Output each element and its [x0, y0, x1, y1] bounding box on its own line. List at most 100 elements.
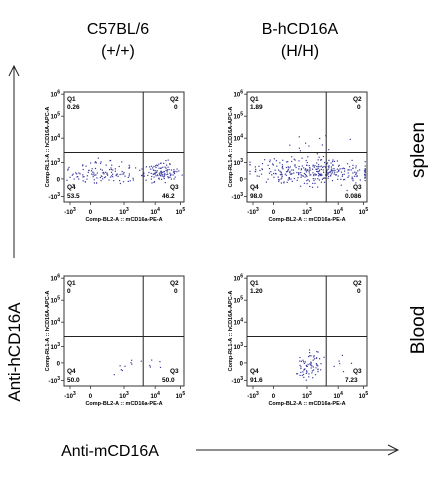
event-dot-13: [140, 360, 142, 362]
y-tick-label: 0: [57, 177, 61, 183]
event-dot-188: [323, 177, 325, 179]
event-dot-10: [151, 359, 153, 361]
event-dot-88: [298, 172, 300, 175]
event-dot-17: [90, 170, 93, 172]
event-dot-165: [147, 174, 149, 176]
event-dot-226: [139, 169, 141, 171]
y-tick-label: 106: [51, 274, 61, 283]
y-tick-label: 0: [240, 361, 244, 367]
tick-exponent: 3: [256, 391, 259, 397]
event-dot-6: [320, 369, 322, 371]
event-dot-92: [112, 176, 114, 178]
y-tick-label: 106: [234, 90, 244, 99]
y-tick-label: 104: [234, 318, 244, 327]
event-dot-312: [306, 180, 308, 182]
event-dot-267: [292, 169, 295, 171]
event-dot-73: [129, 166, 131, 168]
quadrant-value-q4: 53.5: [67, 193, 80, 200]
event-dot-334: [299, 150, 301, 152]
event-dot-98: [106, 172, 108, 174]
event-dot-226: [303, 172, 305, 175]
tick-exponent: 3: [57, 342, 60, 348]
quadrant-value-q3: 0.086: [345, 193, 362, 200]
x-tick-label: 104: [333, 391, 343, 400]
event-dot-123: [288, 167, 290, 169]
x-tick-label: 103: [119, 391, 129, 400]
column-header-2-line2: (H/H): [281, 43, 319, 60]
event-dot-29: [363, 170, 366, 172]
event-dot-27: [301, 165, 303, 167]
event-dot-79: [281, 174, 283, 176]
event-dot-118: [94, 167, 97, 170]
event-dot-47: [84, 181, 86, 183]
event-dot-146: [330, 170, 332, 172]
event-dot-266: [351, 176, 353, 178]
event-dot-48: [318, 173, 320, 175]
event-dot-250: [340, 171, 343, 173]
event-dot-199: [308, 180, 310, 182]
event-dot-329: [315, 174, 317, 176]
x-tick-label: 105: [176, 391, 186, 400]
event-dot-20: [317, 171, 319, 173]
event-dot-57: [316, 357, 318, 359]
event-dot-90: [102, 178, 104, 180]
event-dot-2: [313, 358, 315, 360]
y-tick-label: 106: [51, 90, 61, 99]
event-dot-5: [310, 362, 312, 364]
x-axis-arrowhead: [387, 444, 400, 456]
event-dot-282: [259, 169, 261, 172]
event-dot-274: [319, 166, 321, 168]
event-dot-42: [128, 173, 130, 175]
tick-exponent: 3: [240, 158, 243, 164]
event-dot-300: [297, 177, 299, 179]
event-dot-15: [117, 175, 119, 177]
event-dot-9: [112, 169, 114, 171]
event-dot-26: [303, 361, 305, 363]
event-dot-203: [158, 177, 160, 179]
event-dot-95: [99, 162, 102, 164]
event-dot-322: [364, 169, 366, 171]
event-dot-44: [310, 174, 312, 176]
event-dot-193: [317, 178, 319, 180]
event-dot-223: [320, 168, 322, 170]
event-dot-1: [296, 179, 298, 181]
event-dot-0: [317, 186, 319, 188]
y-tick-label: 0: [240, 177, 244, 183]
event-dot-61: [314, 182, 316, 184]
event-dot-311: [336, 160, 338, 162]
event-dot-11: [159, 366, 162, 368]
event-dot-167: [287, 161, 289, 163]
event-dot-66: [317, 371, 319, 373]
event-dot-100: [110, 168, 112, 171]
x-tick-label: -103: [64, 207, 76, 216]
event-dot-24: [311, 370, 313, 372]
event-dot-182: [354, 171, 356, 173]
event-dot-42: [315, 357, 317, 359]
event-dot-153: [258, 165, 260, 167]
x-tick-label: 105: [359, 391, 369, 400]
event-dot-180: [165, 169, 167, 172]
x-axis-title: Anti-mCD16A: [61, 443, 159, 460]
event-dot-58: [359, 179, 361, 181]
event-dot-151: [314, 165, 316, 167]
event-dot-31: [313, 174, 315, 176]
event-dot-164: [316, 168, 318, 171]
event-dot-178: [357, 170, 359, 172]
event-dot-21: [121, 170, 123, 173]
event-dot-4: [119, 365, 121, 367]
event-dot-50: [122, 181, 125, 183]
event-dot-112: [110, 171, 113, 173]
event-dot-13: [300, 366, 302, 368]
event-dot-69: [104, 176, 107, 178]
event-dot-4: [92, 174, 94, 176]
event-dot-269: [319, 174, 321, 177]
event-dot-202: [286, 181, 288, 183]
event-dot-104: [295, 166, 297, 169]
event-dot-174: [164, 174, 166, 176]
event-dot-159: [170, 178, 172, 180]
tick-exponent: 3: [57, 192, 60, 198]
event-dot-59: [300, 367, 302, 370]
event-dot-46: [123, 171, 125, 174]
event-dot-62: [123, 173, 125, 175]
event-dot-20: [303, 368, 305, 371]
